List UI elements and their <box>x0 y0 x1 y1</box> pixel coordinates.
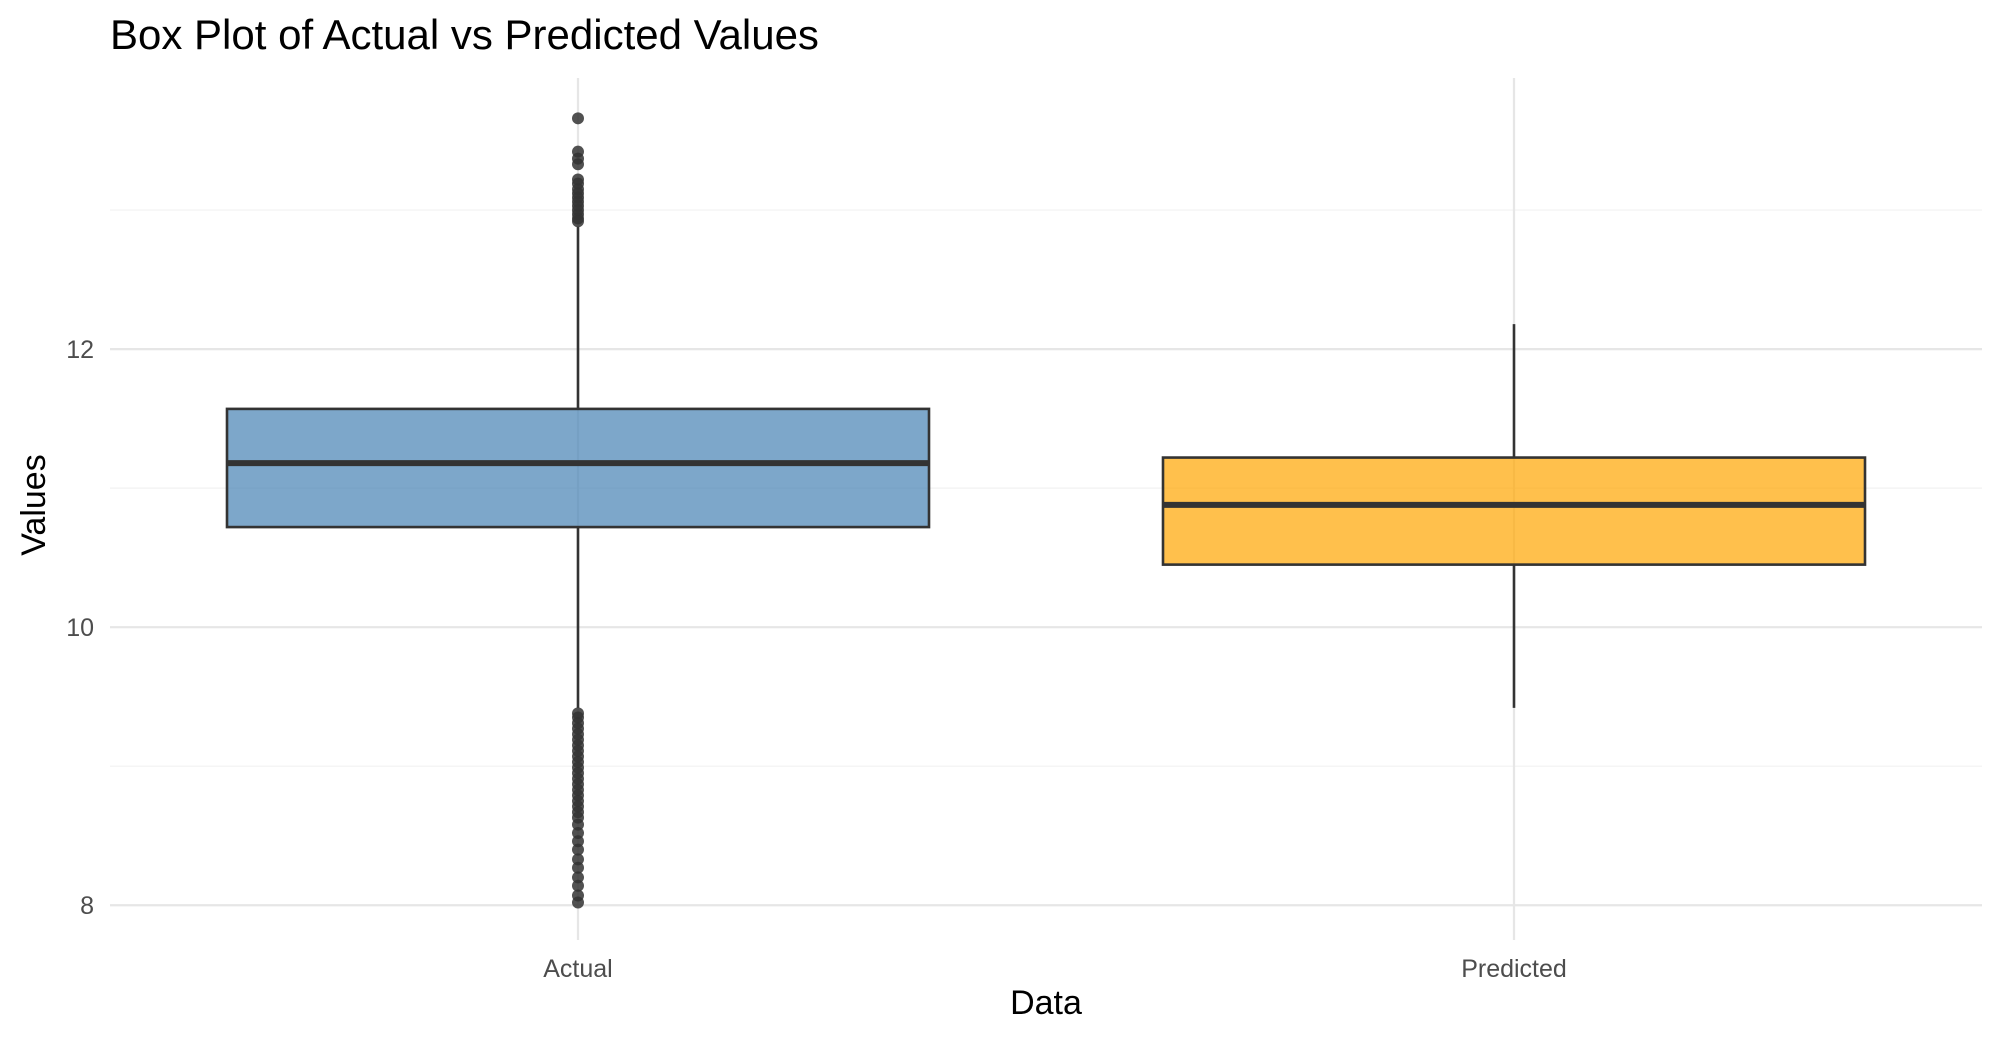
y-tick-label: 8 <box>80 892 94 920</box>
outlier-point <box>572 818 584 831</box>
outlier-point <box>572 112 584 125</box>
x-tick-label: Predicted <box>1461 955 1567 983</box>
outlier-point <box>572 826 584 839</box>
box-body <box>225 407 931 529</box>
outlier-point <box>572 853 584 866</box>
y-tick-label: 10 <box>66 614 94 642</box>
outlier-point <box>572 896 584 909</box>
outlier-point <box>572 215 584 228</box>
box-actual <box>225 112 931 909</box>
outlier-point <box>572 843 584 856</box>
outlier-point <box>572 835 584 848</box>
box-predicted <box>1161 324 1867 708</box>
chart-title: Box Plot of Actual vs Predicted Values <box>110 11 819 58</box>
y-tick-label: 12 <box>66 336 94 364</box>
outlier-point <box>572 879 584 892</box>
outlier-point <box>572 871 584 884</box>
outlier-point <box>572 158 584 171</box>
x-tick-label: Actual <box>543 955 612 983</box>
x-axis-title: Data <box>1010 984 1082 1022</box>
box-body <box>1161 456 1867 566</box>
axis-ticks: 8 10 12 Actual Predicted <box>66 336 1567 983</box>
y-axis-title: Values <box>15 454 53 555</box>
outlier-point <box>572 861 584 874</box>
box-series <box>225 112 1867 909</box>
